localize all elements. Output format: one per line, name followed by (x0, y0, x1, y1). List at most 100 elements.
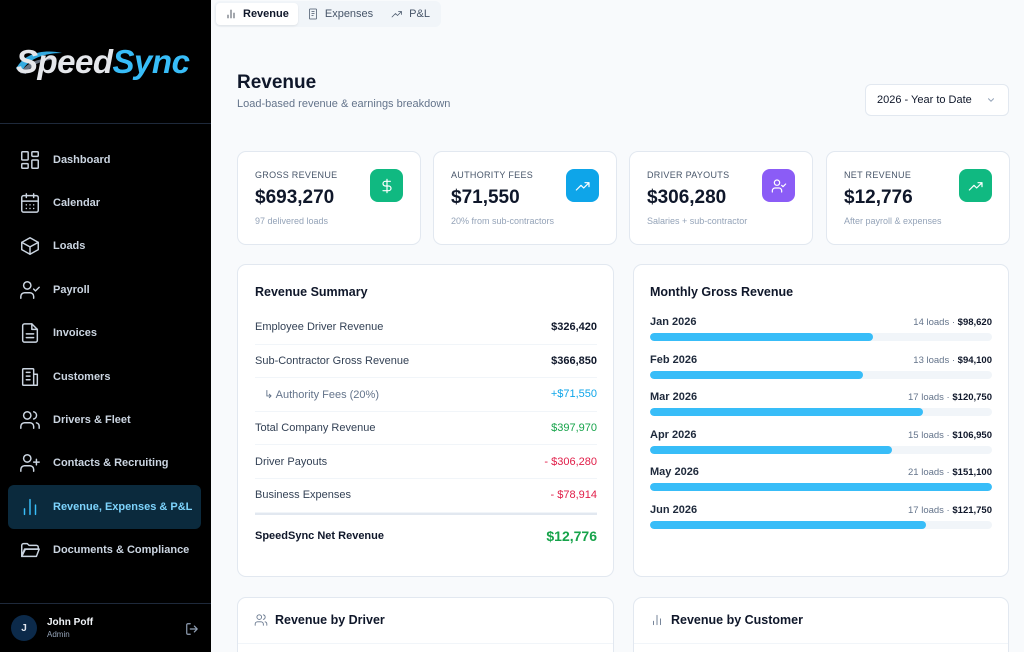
stat-card-driver-payouts: Driver Payouts $306,280 Salaries + sub-c… (629, 151, 813, 245)
summary-row-value: - $306,280 (544, 455, 597, 468)
sidebar-item-customers[interactable]: Customers (8, 355, 201, 398)
stat-sub: After payroll & expenses (844, 216, 942, 226)
month-meta: 21 loads · $151,100 (908, 467, 992, 478)
tab-expenses[interactable]: Expenses (298, 3, 382, 25)
brand-logo[interactable]: Speed Sync (0, 0, 211, 124)
sidebar-item-label: Loads (53, 240, 86, 253)
user-role: Admin (47, 630, 70, 639)
month-meta: 13 loads · $94,100 (913, 355, 992, 366)
dollar-icon (370, 169, 403, 202)
sidebar-item-label: Customers (53, 370, 111, 383)
summary-row-label: ↳ Authority Fees (20%) (264, 388, 379, 401)
sidebar-item-label: Invoices (53, 327, 98, 340)
month-row: Mar 2026 17 loads · $120,750 (650, 385, 992, 423)
sidebar-item-label: Documents & Compliance (53, 544, 190, 557)
sidebar-item-drivers-fleet[interactable]: Drivers & Fleet (8, 398, 201, 441)
summary-row-value: $397,970 (551, 422, 597, 435)
sidebar: Speed Sync Dashboard Calendar Loads Payro… (0, 0, 211, 652)
month-row: Feb 2026 13 loads · $94,100 (650, 348, 992, 386)
stat-sub: 97 delivered loads (255, 216, 329, 226)
tab-pl[interactable]: P&L (382, 3, 439, 25)
month-name: Mar 2026 (650, 391, 698, 404)
summary-row: Total Company Revenue $397,970 (255, 412, 597, 446)
sidebar-nav: Dashboard Calendar Loads Payroll Invoice… (0, 124, 211, 572)
month-amount: $120,750 (952, 392, 992, 404)
summary-row-label: Sub-Contractor Gross Revenue (255, 354, 410, 367)
sidebar-item-dashboard[interactable]: Dashboard (8, 138, 201, 181)
trending-up-icon (391, 11, 403, 18)
summary-row-value: +$71,550 (550, 388, 597, 401)
sidebar-item-payroll[interactable]: Payroll (8, 268, 201, 311)
card-title: Revenue Summary (255, 285, 368, 299)
sidebar-item-documents-compliance[interactable]: Documents & Compliance (8, 529, 201, 572)
stat-label: Net Revenue (844, 170, 912, 180)
net-label: SpeedSync Net Revenue (255, 529, 384, 542)
avatar[interactable]: J (11, 615, 37, 641)
user-plus-icon (18, 451, 42, 475)
trending-up-icon (959, 169, 992, 202)
month-loads: 17 loads · (908, 504, 953, 516)
bar-chart-icon (18, 495, 42, 519)
progress-track (650, 333, 992, 341)
receipt-icon (308, 8, 317, 20)
progress-track (650, 520, 992, 529)
logout-icon[interactable] (185, 622, 199, 641)
stat-label: Gross Revenue (255, 170, 338, 180)
month-meta: 14 loads · $98,620 (913, 317, 992, 328)
page-title: Revenue (237, 72, 317, 93)
chevron-down-icon (987, 98, 995, 102)
month-meta: 17 loads · $121,750 (908, 505, 992, 516)
brand-part2: Sync (112, 42, 190, 80)
progress-bar (650, 445, 892, 454)
summary-row-label: Business Expenses (255, 489, 351, 502)
tab-revenue[interactable]: Revenue (216, 3, 298, 25)
revenue-by-driver-card: Revenue by Driver (237, 597, 614, 652)
month-row: May 2026 21 loads · $151,100 (650, 460, 992, 498)
summary-row: Driver Payouts - $306,280 (255, 445, 597, 479)
progress-bar (650, 520, 926, 529)
stat-card-net-revenue: Net Revenue $12,776 After payroll & expe… (826, 151, 1010, 245)
sidebar-item-label: Revenue, Expenses & P&L (53, 500, 193, 513)
summary-row-label: Employee Driver Revenue (255, 321, 384, 334)
stat-label: Driver Payouts (647, 170, 730, 180)
tab-bar: Revenue Expenses P&L (214, 1, 441, 27)
building-icon (18, 365, 42, 389)
summary-row: Sub-Contractor Gross Revenue $366,850 (255, 345, 597, 379)
progress-bar (650, 333, 873, 341)
sidebar-item-loads[interactable]: Loads (8, 225, 201, 268)
stat-sub: Salaries + sub-contractor (647, 216, 748, 226)
month-loads: 17 loads · (908, 392, 953, 404)
progress-track (650, 483, 992, 492)
month-row: Apr 2026 15 loads · $106,950 (650, 423, 992, 461)
summary-row-value: $366,850 (551, 354, 597, 367)
month-name: May 2026 (650, 466, 699, 479)
stat-label: Authority Fees (451, 170, 534, 180)
sidebar-item-label: Drivers & Fleet (53, 414, 131, 427)
month-loads: 13 loads · (913, 354, 958, 366)
stat-sub: 20% from sub-contractors (451, 216, 555, 226)
calendar-icon (18, 191, 42, 215)
summary-row: ↳ Authority Fees (20%) +$71,550 (255, 378, 597, 412)
sidebar-item-label: Dashboard (53, 153, 111, 166)
progress-track (650, 370, 992, 379)
summary-row-label: Driver Payouts (255, 455, 328, 468)
sidebar-item-invoices[interactable]: Invoices (8, 312, 201, 355)
tab-label: P&L (409, 8, 430, 20)
month-amount: $151,100 (952, 467, 992, 479)
bar-chart-icon (653, 614, 661, 626)
revenue-by-customer-card: Revenue by Customer (633, 597, 1009, 652)
user-profile: J John Poff Admin (0, 603, 211, 652)
period-select[interactable]: 2026 - Year to Date (865, 84, 1009, 116)
sidebar-item-calendar[interactable]: Calendar (8, 181, 201, 224)
progress-bar (650, 483, 992, 492)
sidebar-item-revenue-expenses-pl[interactable]: Revenue, Expenses & P&L (8, 485, 201, 529)
user-name: John Poff (47, 617, 94, 628)
card-title-text: Revenue by Driver (275, 613, 385, 627)
month-name: Feb 2026 (650, 353, 698, 366)
folder-icon (18, 538, 42, 562)
stat-value: $71,550 (451, 187, 520, 208)
sidebar-item-contacts-recruiting[interactable]: Contacts & Recruiting (8, 442, 201, 485)
month-loads: 21 loads · (908, 467, 953, 479)
summary-row-value: $326,420 (551, 321, 597, 334)
month-amount: $94,100 (957, 354, 992, 366)
